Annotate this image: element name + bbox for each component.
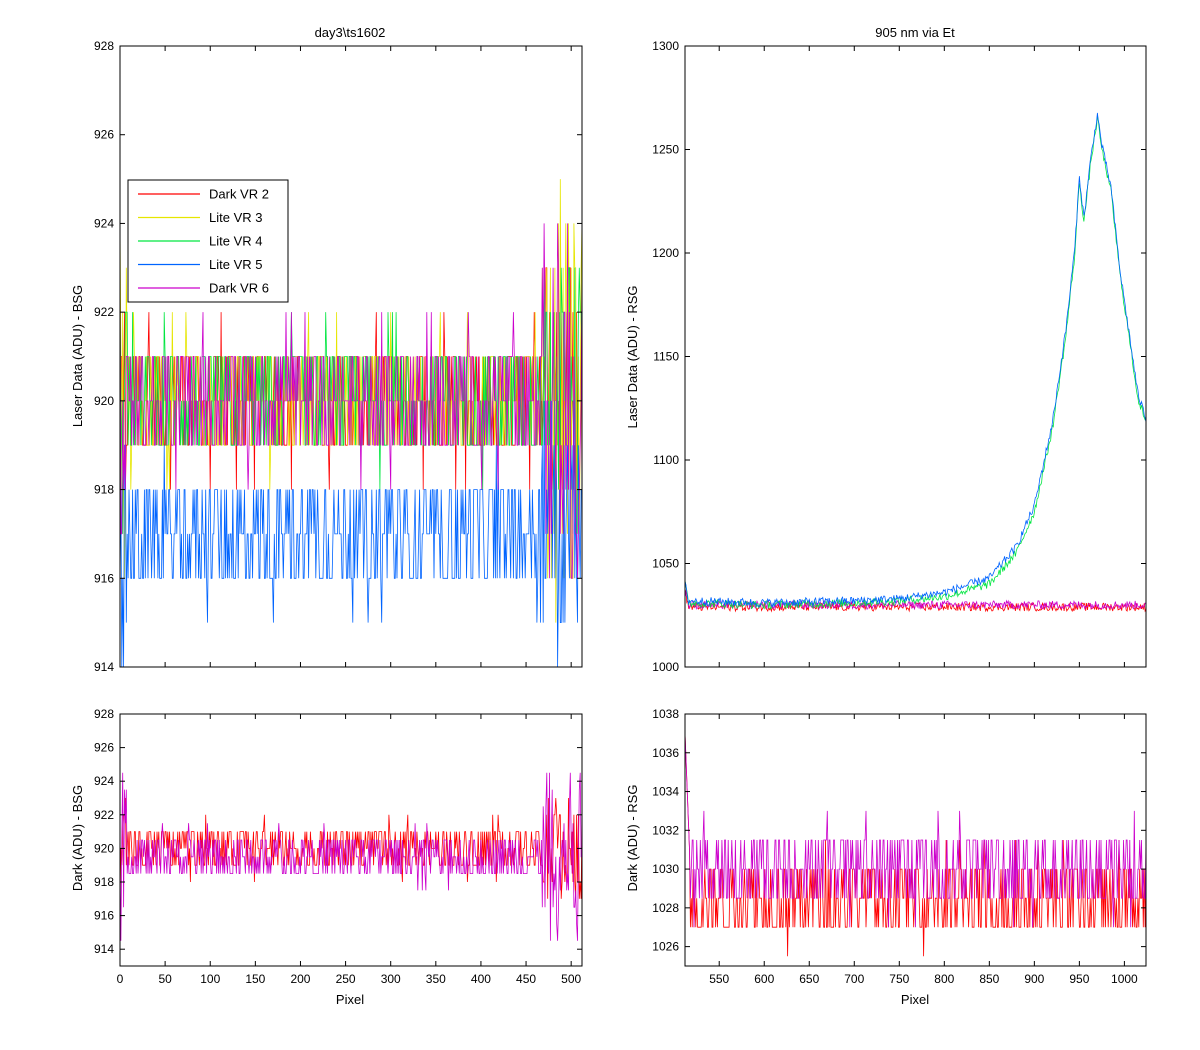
y-tick-label: 914 [94,660,114,674]
y-tick-label: 1100 [653,453,679,467]
ylabel-laser-bsg: Laser Data (ADU) - BSG [70,285,85,427]
legend: Dark VR 2 Lite VR 3 Lite VR 4 Lite VR 5 Dark… [127,179,289,303]
y-tick-label: 1300 [652,39,679,53]
y-tick-label: 1000 [652,660,679,674]
y-tick-label: 926 [94,128,114,142]
title-laser-rsg: 905 nm via Et [875,25,955,40]
ylabel-dark-bsg: Dark (ADU) - BSG [70,785,85,891]
x-tick-label: 250 [336,972,356,986]
x-tick-label: 150 [245,972,265,986]
series-line-lite-vr-4 [685,115,1146,610]
plot-area-laser-rsg: 1000 1050 1100 1150 1200 1250 1300 [652,39,1147,674]
y-tick-label: 924 [94,774,114,788]
x-tick-label: 550 [709,972,729,986]
axes-frame [684,45,1147,668]
axes-frame [119,45,583,668]
x-tick-label: 500 [561,972,581,986]
legend-entry-label: Dark VR 6 [209,281,269,296]
series-line-lite-vr-5 [120,400,582,667]
plot-area-dark-rsg: 1026 1028 1030 1032 1034 1036 1038 550 600 650 700… [652,707,1147,986]
y-tick-label: 920 [94,841,114,855]
y-tick-label: 1026 [652,940,679,954]
panel-laser-bsg: day3\ts1602 Laser Data (ADU) - BSG 91491… [70,25,583,674]
series-line-dark-vr-6 [685,587,1146,611]
y-tick-label: 924 [94,216,114,230]
x-tick-label: 950 [1069,972,1089,986]
y-tick-label: 1036 [652,746,679,760]
y-tick-label: 914 [94,942,114,956]
xlabel-dark-rsg: Pixel [901,992,929,1007]
series-line-dark-vr-6 [120,772,582,941]
y-tick-label: 918 [94,875,114,889]
x-tick-label: 800 [934,972,954,986]
panel-dark-bsg: Dark (ADU) - BSG Pixel 914 916 918 920 922 92… [70,707,583,1007]
x-tick-label: 200 [290,972,310,986]
y-tick-label: 1038 [652,707,679,721]
ylabel-laser-rsg: Laser Data (ADU) - RSG [625,285,640,428]
plot-area-dark-bsg: 914 916 918 920 922 924 926 928 0 50 100 150 200 250 3… [94,707,583,986]
x-tick-label: 350 [426,972,446,986]
y-tick-label: 916 [94,571,114,585]
legend-entry-label: Dark VR 2 [209,187,269,202]
x-tick-label: 50 [158,972,172,986]
series-line-dark-vr-6 [120,223,582,579]
y-tick-label: 1032 [652,823,679,837]
y-tick-label: 918 [94,483,114,497]
axes-frame [684,713,1147,967]
x-tick-label: 450 [516,972,536,986]
legend-entry-label: Lite VR 5 [209,257,262,272]
y-tick-label: 916 [94,909,114,923]
x-tick-label: 600 [754,972,774,986]
y-tick-label: 928 [94,39,114,53]
y-tick-label: 1250 [652,143,679,157]
x-tick-label: 400 [471,972,491,986]
x-tick-label: 1000 [1111,972,1138,986]
x-tick-label: 900 [1024,972,1044,986]
axes-frame [119,713,583,967]
legend-entry-label: Lite VR 4 [209,234,262,249]
y-tick-label: 1150 [653,350,679,364]
y-tick-label: 926 [94,741,114,755]
series-line-lite-vr-5 [685,112,1146,609]
y-tick-label: 1200 [652,246,679,260]
x-tick-label: 850 [979,972,999,986]
x-tick-label: 300 [381,972,401,986]
y-tick-label: 920 [94,394,114,408]
x-tick-label: 0 [117,972,124,986]
plot-area-laser-bsg: 914 916 918 920 922 924 926 928 [94,39,583,674]
y-tick-label: 1050 [652,557,679,571]
x-tick-label: 100 [200,972,220,986]
y-tick-label: 1034 [652,785,679,799]
y-tick-label: 922 [94,808,114,822]
series-line-dark-vr-6 [685,733,1146,928]
ylabel-dark-rsg: Dark (ADU) - RSG [625,785,640,892]
legend-entry-label: Lite VR 3 [209,210,262,225]
series-line-dark-vr-2 [685,589,1146,613]
x-tick-label: 650 [799,972,819,986]
panel-dark-rsg: Dark (ADU) - RSG Pixel 10261028103010321… [625,707,1147,1007]
panel-laser-rsg: 905 nm via Et Laser Data (ADU) - RSG 100… [625,25,1147,674]
y-tick-label: 1028 [652,901,679,915]
y-tick-label: 1030 [652,862,679,876]
x-tick-label: 750 [889,972,909,986]
y-tick-label: 922 [94,305,114,319]
y-tick-label: 928 [94,707,114,721]
xlabel-dark-bsg: Pixel [336,992,364,1007]
title-laser-bsg: day3\ts1602 [315,25,386,40]
x-tick-label: 700 [844,972,864,986]
